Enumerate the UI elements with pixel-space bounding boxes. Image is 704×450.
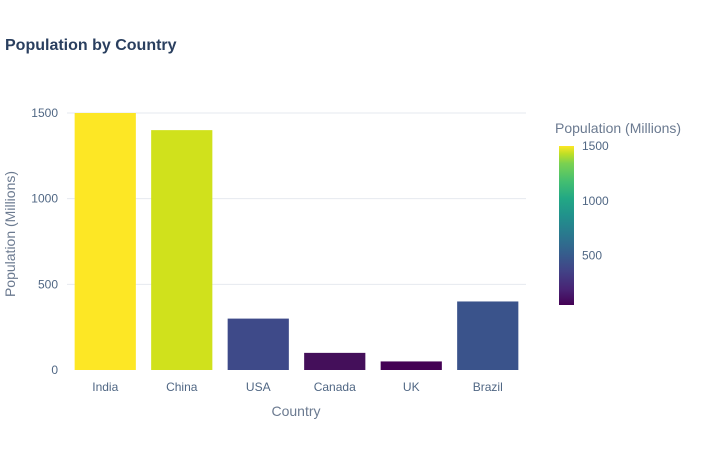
x-axis-ticks: India China USA Canada UK Brazil — [92, 380, 503, 394]
y-axis-title: Population (Millions) — [2, 171, 18, 297]
bar-china — [151, 130, 213, 370]
bar-uk — [380, 361, 442, 370]
bar-brazil — [457, 301, 519, 370]
x-axis-title: Country — [271, 403, 320, 419]
bar-canada — [304, 352, 366, 370]
bar-india — [74, 113, 136, 370]
x-tick-label: Brazil — [473, 380, 503, 394]
x-tick-label: Canada — [314, 380, 356, 394]
y-tick-label: 500 — [38, 277, 58, 291]
x-tick-label: UK — [403, 380, 420, 394]
chart-title: Population by Country — [5, 37, 177, 54]
colorbar: Population (Millions) 500 1000 1500 — [555, 120, 681, 305]
y-tick-label: 0 — [51, 363, 58, 377]
bars — [74, 113, 519, 370]
bar-usa — [227, 318, 289, 370]
x-tick-label: India — [92, 380, 118, 394]
y-tick-label: 1500 — [31, 106, 58, 120]
gridlines — [67, 112, 526, 285]
y-tick-label: 1000 — [31, 192, 58, 206]
x-tick-label: China — [166, 380, 198, 394]
colorbar-gradient — [559, 146, 574, 305]
y-axis-ticks: 0 500 1000 1500 — [31, 106, 58, 377]
colorbar-tick-label: 500 — [582, 249, 602, 263]
colorbar-tick-label: 1500 — [582, 139, 609, 153]
x-tick-label: USA — [246, 380, 271, 394]
colorbar-tick-label: 1000 — [582, 194, 609, 208]
colorbar-title: Population (Millions) — [555, 120, 681, 136]
colorbar-ticks: 500 1000 1500 — [582, 139, 609, 263]
